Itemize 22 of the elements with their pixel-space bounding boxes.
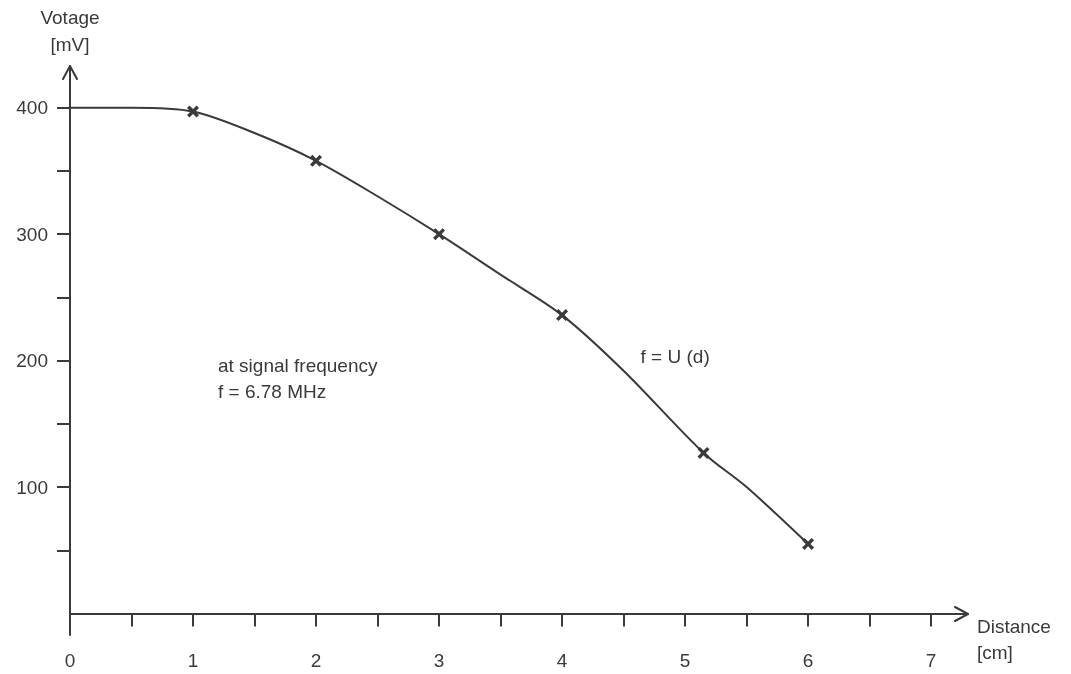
x-tick-label: 3	[433, 650, 445, 671]
y-tick-label: 100	[16, 476, 48, 498]
x-tick-label: 4	[556, 650, 568, 671]
point	[310, 154, 323, 167]
x-tick-label: 5	[679, 650, 691, 671]
y-axis-title: Votage [mV]	[40, 7, 100, 55]
y-tick-label: 200	[16, 350, 48, 372]
annotation: f = 6.78 MHz	[218, 381, 327, 402]
x-tick-label: 6	[802, 650, 814, 671]
annotation: at signal frequency	[218, 355, 378, 376]
point	[697, 446, 710, 459]
y-tick-label: 300	[16, 223, 48, 245]
x-tick-label: 1	[187, 650, 199, 671]
x-axis-title: Distance [cm]	[977, 616, 1051, 663]
x-tick-label: 0	[64, 650, 76, 671]
point	[802, 537, 815, 550]
x-tick-label: 7	[925, 650, 937, 671]
y-tick-label: 400	[16, 97, 48, 119]
series-label: f = U (d)	[640, 346, 710, 368]
x-tick-label: 2	[310, 650, 322, 671]
point	[433, 228, 446, 241]
point	[556, 309, 569, 322]
